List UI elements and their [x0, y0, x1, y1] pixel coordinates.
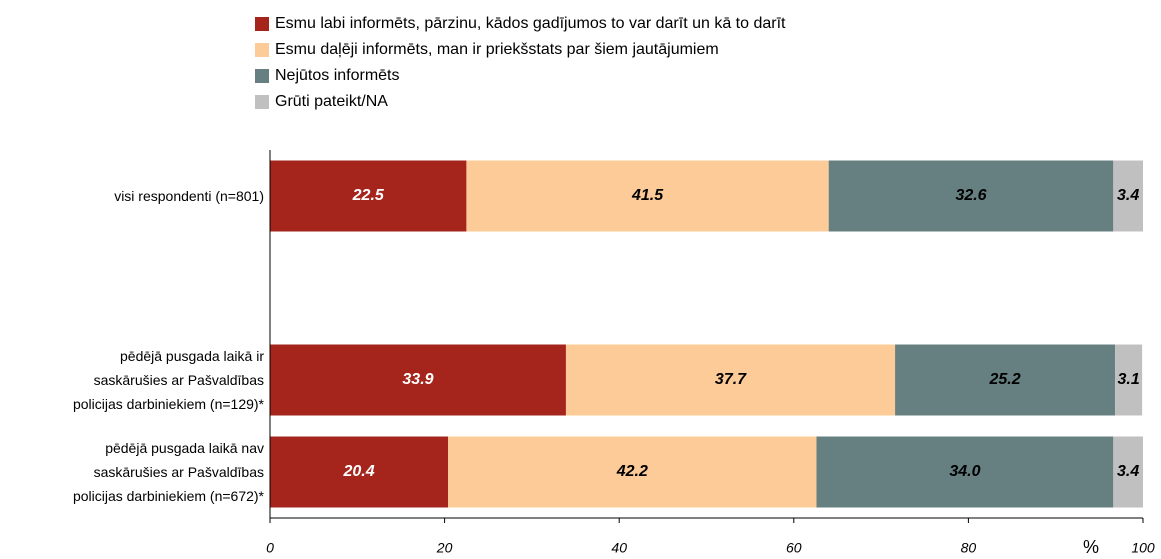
legend-label: Nejūtos informēts	[275, 67, 400, 84]
bar-segment	[1115, 344, 1143, 416]
bar-segment	[270, 436, 449, 508]
legend-swatch	[255, 69, 269, 83]
bar-segment	[270, 160, 467, 232]
data-label: 25.2	[988, 371, 1020, 388]
data-label: 41.5	[631, 187, 664, 204]
legend-label: Esmu daļēji informēts, man ir priekšstat…	[275, 41, 719, 58]
x-tick-label: 20	[436, 540, 453, 556]
data-label: 34.0	[949, 463, 980, 480]
x-tick-label: 40	[611, 540, 627, 556]
data-label: 3.4	[1117, 463, 1139, 480]
data-label: 33.9	[402, 371, 433, 388]
legend-swatch	[255, 95, 269, 109]
data-label: 20.4	[342, 463, 374, 480]
bar-segment	[270, 344, 566, 416]
data-label: 3.4	[1117, 187, 1139, 204]
x-axis-label: %	[1083, 537, 1099, 557]
data-label: 37.7	[715, 371, 747, 388]
bar-segment	[1113, 436, 1143, 508]
x-tick-label: 60	[786, 540, 802, 556]
data-label: 22.5	[352, 187, 385, 204]
y-tick-label: pēdējā pusgada laikā ir saskārušies ar P…	[72, 348, 264, 412]
legend-label: Esmu labi informēts, pārzinu, kādos gadī…	[275, 15, 786, 32]
bar-segment	[828, 160, 1114, 232]
legend-swatch	[255, 17, 269, 31]
bar-segment	[466, 160, 829, 232]
x-tick-label: 80	[961, 540, 977, 556]
bar-segment	[565, 344, 896, 416]
bar-segment	[895, 344, 1116, 416]
x-tick-label: 0	[266, 540, 274, 556]
data-label: 42.2	[616, 463, 648, 480]
bar-segment	[1113, 160, 1143, 232]
legend-label: Grūti pateikt/NA	[275, 93, 388, 110]
x-tick-label: 100	[1131, 540, 1155, 556]
y-tick-label: pēdējā pusgada laikā nav saskārušies ar …	[72, 440, 264, 504]
bar-segment	[448, 436, 817, 508]
data-label: 3.1	[1117, 371, 1139, 388]
legend-swatch	[255, 43, 269, 57]
data-label: 32.6	[955, 187, 986, 204]
bar-segment	[816, 436, 1114, 508]
y-tick-label: visi respondenti (n=801)	[114, 188, 264, 204]
